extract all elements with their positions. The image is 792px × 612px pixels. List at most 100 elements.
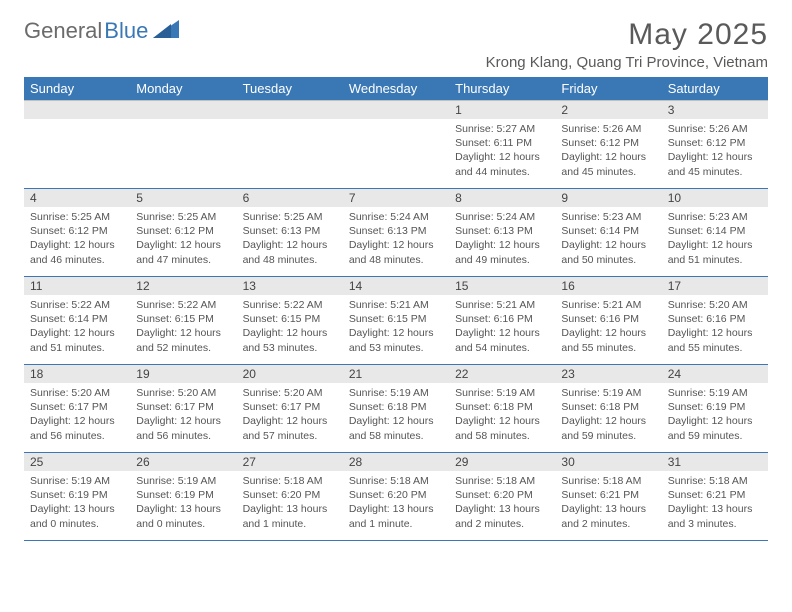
daylight-line: Daylight: 13 hours and 0 minutes. [30, 502, 124, 530]
calendar-cell: 12Sunrise: 5:22 AMSunset: 6:15 PMDayligh… [130, 277, 236, 365]
daylight-line: Daylight: 12 hours and 58 minutes. [349, 414, 443, 442]
day-body: Sunrise: 5:24 AMSunset: 6:13 PMDaylight:… [343, 207, 449, 269]
calendar-cell [237, 101, 343, 189]
sunrise-line: Sunrise: 5:26 AM [561, 122, 655, 136]
sunrise-line: Sunrise: 5:19 AM [136, 474, 230, 488]
daylight-line: Daylight: 12 hours and 47 minutes. [136, 238, 230, 266]
day-body: Sunrise: 5:18 AMSunset: 6:21 PMDaylight:… [662, 471, 768, 533]
day-body: Sunrise: 5:20 AMSunset: 6:17 PMDaylight:… [237, 383, 343, 445]
day-body: Sunrise: 5:20 AMSunset: 6:17 PMDaylight:… [24, 383, 130, 445]
day-body: Sunrise: 5:21 AMSunset: 6:15 PMDaylight:… [343, 295, 449, 357]
day-number: 5 [130, 189, 236, 207]
sunrise-line: Sunrise: 5:26 AM [668, 122, 762, 136]
daylight-line: Daylight: 12 hours and 44 minutes. [455, 150, 549, 178]
sunrise-line: Sunrise: 5:25 AM [243, 210, 337, 224]
day-body: Sunrise: 5:20 AMSunset: 6:16 PMDaylight:… [662, 295, 768, 357]
day-body: Sunrise: 5:25 AMSunset: 6:13 PMDaylight:… [237, 207, 343, 269]
logo-icon [153, 20, 179, 43]
day-number: 4 [24, 189, 130, 207]
calendar-cell: 21Sunrise: 5:19 AMSunset: 6:18 PMDayligh… [343, 365, 449, 453]
day-number: 24 [662, 365, 768, 383]
day-number: 28 [343, 453, 449, 471]
daylight-line: Daylight: 13 hours and 1 minute. [349, 502, 443, 530]
day-number: 27 [237, 453, 343, 471]
sunset-line: Sunset: 6:17 PM [30, 400, 124, 414]
logo-word-1: General [24, 18, 102, 44]
sunset-line: Sunset: 6:12 PM [136, 224, 230, 238]
day-number: 1 [449, 101, 555, 119]
sunset-line: Sunset: 6:19 PM [30, 488, 124, 502]
daylight-line: Daylight: 12 hours and 59 minutes. [668, 414, 762, 442]
day-number: 17 [662, 277, 768, 295]
daylight-line: Daylight: 12 hours and 55 minutes. [668, 326, 762, 354]
daylight-line: Daylight: 12 hours and 45 minutes. [668, 150, 762, 178]
day-body: Sunrise: 5:22 AMSunset: 6:15 PMDaylight:… [237, 295, 343, 357]
sunset-line: Sunset: 6:17 PM [136, 400, 230, 414]
day-number: 13 [237, 277, 343, 295]
calendar-cell: 4Sunrise: 5:25 AMSunset: 6:12 PMDaylight… [24, 189, 130, 277]
daylight-line: Daylight: 12 hours and 45 minutes. [561, 150, 655, 178]
calendar-cell: 18Sunrise: 5:20 AMSunset: 6:17 PMDayligh… [24, 365, 130, 453]
sunset-line: Sunset: 6:11 PM [455, 136, 549, 150]
calendar-cell: 15Sunrise: 5:21 AMSunset: 6:16 PMDayligh… [449, 277, 555, 365]
day-body: Sunrise: 5:23 AMSunset: 6:14 PMDaylight:… [555, 207, 661, 269]
calendar-cell: 3Sunrise: 5:26 AMSunset: 6:12 PMDaylight… [662, 101, 768, 189]
daylight-line: Daylight: 12 hours and 54 minutes. [455, 326, 549, 354]
calendar-cell: 24Sunrise: 5:19 AMSunset: 6:19 PMDayligh… [662, 365, 768, 453]
calendar-cell: 19Sunrise: 5:20 AMSunset: 6:17 PMDayligh… [130, 365, 236, 453]
sunrise-line: Sunrise: 5:20 AM [668, 298, 762, 312]
day-body: Sunrise: 5:18 AMSunset: 6:20 PMDaylight:… [343, 471, 449, 533]
sunrise-line: Sunrise: 5:20 AM [243, 386, 337, 400]
day-body: Sunrise: 5:19 AMSunset: 6:19 PMDaylight:… [130, 471, 236, 533]
logo: General Blue [24, 18, 179, 44]
sunset-line: Sunset: 6:21 PM [561, 488, 655, 502]
calendar-cell: 30Sunrise: 5:18 AMSunset: 6:21 PMDayligh… [555, 453, 661, 541]
header: General Blue May 2025 Krong Klang, Quang… [24, 18, 768, 71]
calendar-table: SundayMondayTuesdayWednesdayThursdayFrid… [24, 77, 768, 541]
sunrise-line: Sunrise: 5:18 AM [668, 474, 762, 488]
day-body: Sunrise: 5:25 AMSunset: 6:12 PMDaylight:… [130, 207, 236, 269]
day-number: 22 [449, 365, 555, 383]
title-block: May 2025 Krong Klang, Quang Tri Province… [486, 18, 768, 71]
daylight-line: Daylight: 12 hours and 56 minutes. [136, 414, 230, 442]
sunrise-line: Sunrise: 5:21 AM [349, 298, 443, 312]
day-header: Friday [555, 77, 661, 101]
day-header: Saturday [662, 77, 768, 101]
day-number: 21 [343, 365, 449, 383]
day-number: 7 [343, 189, 449, 207]
daylight-line: Daylight: 12 hours and 56 minutes. [30, 414, 124, 442]
day-body: Sunrise: 5:21 AMSunset: 6:16 PMDaylight:… [555, 295, 661, 357]
daylight-line: Daylight: 13 hours and 0 minutes. [136, 502, 230, 530]
sunrise-line: Sunrise: 5:24 AM [455, 210, 549, 224]
sunset-line: Sunset: 6:15 PM [136, 312, 230, 326]
sunrise-line: Sunrise: 5:24 AM [349, 210, 443, 224]
calendar-week: 1Sunrise: 5:27 AMSunset: 6:11 PMDaylight… [24, 101, 768, 189]
sunset-line: Sunset: 6:16 PM [455, 312, 549, 326]
calendar-cell: 1Sunrise: 5:27 AMSunset: 6:11 PMDaylight… [449, 101, 555, 189]
sunset-line: Sunset: 6:14 PM [30, 312, 124, 326]
calendar-cell: 23Sunrise: 5:19 AMSunset: 6:18 PMDayligh… [555, 365, 661, 453]
calendar-cell: 10Sunrise: 5:23 AMSunset: 6:14 PMDayligh… [662, 189, 768, 277]
sunset-line: Sunset: 6:15 PM [349, 312, 443, 326]
sunrise-line: Sunrise: 5:19 AM [30, 474, 124, 488]
day-number: 20 [237, 365, 343, 383]
daylight-line: Daylight: 13 hours and 2 minutes. [561, 502, 655, 530]
sunrise-line: Sunrise: 5:20 AM [136, 386, 230, 400]
sunset-line: Sunset: 6:16 PM [668, 312, 762, 326]
sunrise-line: Sunrise: 5:18 AM [561, 474, 655, 488]
sunset-line: Sunset: 6:13 PM [455, 224, 549, 238]
calendar-week: 18Sunrise: 5:20 AMSunset: 6:17 PMDayligh… [24, 365, 768, 453]
calendar-cell: 22Sunrise: 5:19 AMSunset: 6:18 PMDayligh… [449, 365, 555, 453]
day-number: 23 [555, 365, 661, 383]
day-body: Sunrise: 5:24 AMSunset: 6:13 PMDaylight:… [449, 207, 555, 269]
day-header: Tuesday [237, 77, 343, 101]
calendar-cell [130, 101, 236, 189]
day-body: Sunrise: 5:18 AMSunset: 6:20 PMDaylight:… [237, 471, 343, 533]
sunset-line: Sunset: 6:20 PM [243, 488, 337, 502]
sunset-line: Sunset: 6:12 PM [561, 136, 655, 150]
calendar-cell: 17Sunrise: 5:20 AMSunset: 6:16 PMDayligh… [662, 277, 768, 365]
day-number: 6 [237, 189, 343, 207]
day-number-empty [237, 101, 343, 119]
day-body: Sunrise: 5:23 AMSunset: 6:14 PMDaylight:… [662, 207, 768, 269]
day-body: Sunrise: 5:26 AMSunset: 6:12 PMDaylight:… [662, 119, 768, 181]
